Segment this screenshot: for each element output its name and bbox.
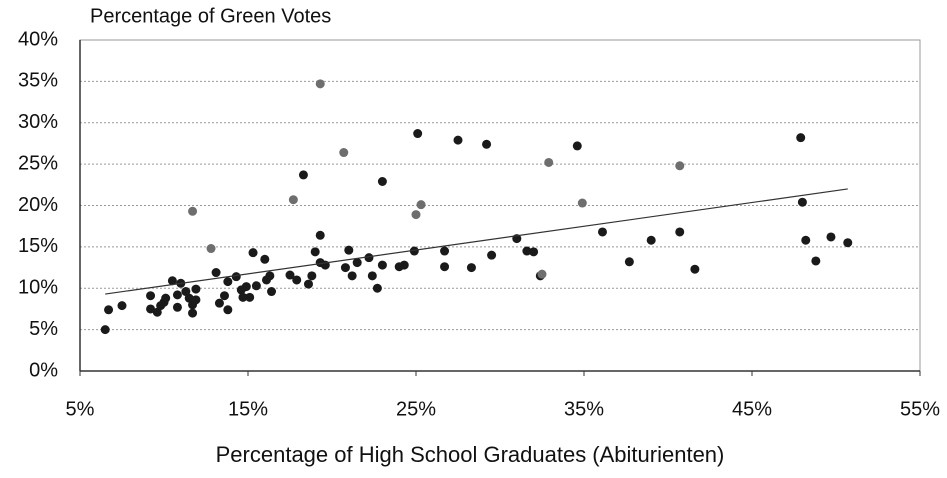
x-tick-label: 5% [66,398,95,420]
data-point [223,277,233,287]
data-point [797,197,807,207]
data-point [245,292,255,302]
y-tick-label: 30% [18,111,58,133]
data-point [307,271,317,281]
trendline [105,188,848,295]
data-point [344,245,354,255]
data-point [340,263,350,273]
data-point [377,177,387,187]
data-point [624,257,634,267]
y-tick-label: 20% [18,194,58,216]
data-point [104,305,114,315]
data-point [453,135,463,145]
data-point [399,260,409,270]
data-point [298,170,308,180]
data-point [161,293,171,303]
data-point [522,246,532,256]
data-point [529,247,539,257]
data-point [188,308,198,318]
data-point [440,246,450,256]
data-point [288,195,298,205]
data-point [219,291,229,301]
data-point [826,232,836,242]
data-point [690,264,700,274]
data-point [347,271,357,281]
data-point [572,141,582,151]
data-point [377,260,387,270]
data-point [310,247,320,257]
data-point [251,281,261,291]
y-tick-label: 5% [29,318,58,340]
data-point [372,283,382,293]
y-tick-label: 35% [18,70,58,92]
chart-title: Percentage of Green Votes [90,5,331,27]
data-point [117,301,127,311]
y-tick-label: 0% [29,359,58,381]
data-point [597,227,607,237]
data-point [675,161,685,171]
data-point [801,235,811,245]
data-point [811,256,821,266]
y-tick-label: 10% [18,277,58,299]
data-point [413,129,423,139]
data-point [796,133,806,143]
data-point [100,325,110,335]
y-tick-label: 15% [18,235,58,257]
data-point [315,79,325,89]
data-point [364,253,374,263]
y-tick-label: 25% [18,152,58,174]
data-point [181,287,191,297]
data-point [285,270,295,280]
x-tick-label: 45% [732,398,772,420]
data-point [487,250,497,260]
data-point [440,262,450,272]
data-point [146,291,156,301]
data-point [303,279,313,289]
data-point [646,235,656,245]
data-point [211,268,221,278]
data-point [188,206,198,216]
data-point [260,254,270,264]
data-point [167,276,177,286]
data-point [416,200,426,210]
x-axis-label: Percentage of High School Graduates (Abi… [216,442,725,467]
data-point [152,307,162,317]
data-point [411,210,421,220]
data-point [537,269,547,279]
data-point [267,287,277,297]
x-tick-label: 35% [564,398,604,420]
data-point [231,272,241,282]
data-point [339,148,349,158]
data-point [265,271,275,281]
data-point [409,246,419,256]
data-point [367,271,377,281]
data-point [172,302,182,312]
data-point [206,244,216,254]
data-point [352,258,362,268]
data-point [577,198,587,208]
data-point [241,282,251,292]
data-point [191,295,201,305]
x-tick-label: 55% [900,398,940,420]
data-point [191,284,201,294]
data-point [248,248,258,258]
data-point [172,290,182,300]
data-point [675,227,685,237]
data-point [292,275,302,285]
data-point [146,304,156,314]
data-point [184,293,194,303]
data-point [466,263,476,273]
x-tick-label: 25% [396,398,436,420]
y-tick-label: 40% [18,28,58,50]
data-point [214,298,224,308]
data-point [843,238,853,248]
data-point [482,139,492,149]
data-point [223,305,233,315]
data-point [238,292,248,302]
x-tick-label: 15% [228,398,268,420]
data-point [544,157,554,167]
data-point [315,230,325,240]
